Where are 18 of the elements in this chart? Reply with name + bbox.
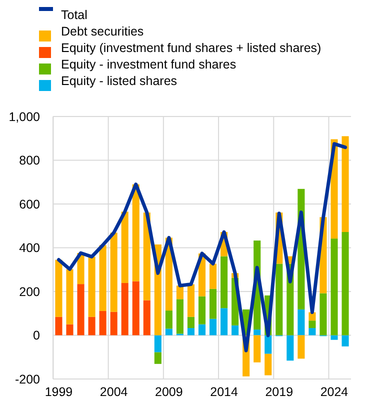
y-tick-label: 200	[19, 284, 40, 299]
x-tick-label: 2024	[320, 385, 348, 399]
legend-label: Total	[61, 8, 88, 22]
legend-label: Debt securities	[61, 24, 144, 38]
legend-label: Equity - listed shares	[61, 74, 178, 88]
y-tick-label: 1,000	[8, 110, 40, 124]
x-tick-label: 2009	[155, 385, 183, 399]
x-tick-label: 1999	[44, 385, 73, 399]
y-tick-label: 0	[33, 328, 40, 343]
y-tick-label: 400	[19, 241, 40, 256]
legend-label: Equity (investment fund shares + listed shares)	[61, 41, 322, 55]
x-tick-label: 2004	[100, 385, 128, 399]
x-tick-label: 2014	[210, 385, 238, 399]
x-tick-label: 2019	[265, 385, 294, 399]
y-tick-label: 800	[19, 154, 40, 168]
legend-label: Equity - investment fund shares	[61, 58, 236, 72]
y-tick-label: -200	[14, 372, 40, 386]
y-tick-label: 600	[19, 197, 40, 212]
